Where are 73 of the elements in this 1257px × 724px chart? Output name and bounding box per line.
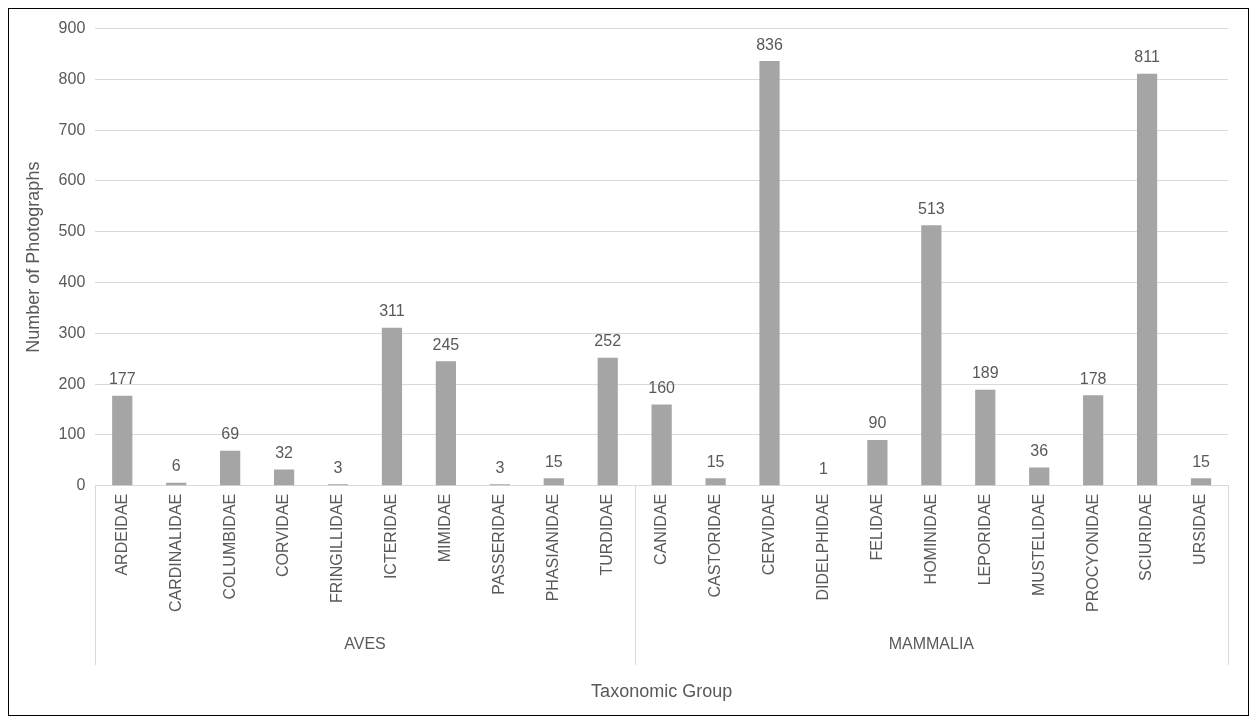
bar — [273, 469, 295, 486]
bar — [759, 61, 780, 486]
y-tick-label: 700 — [58, 120, 86, 138]
y-tick-label: 800 — [58, 69, 86, 87]
bar — [1136, 73, 1158, 486]
bar — [381, 327, 403, 486]
x-tick-label: CASTORIDAE — [705, 493, 723, 598]
y-tick-label: 0 — [76, 476, 86, 494]
bar — [651, 404, 672, 486]
data-label: 311 — [379, 302, 405, 320]
bar — [921, 225, 942, 486]
y-tick-label: 300 — [58, 323, 86, 341]
y-tick-label: 100 — [58, 425, 86, 443]
bar — [1083, 395, 1104, 486]
data-label: 177 — [108, 370, 136, 388]
data-label: 69 — [221, 425, 240, 443]
x-tick-label: HOMINIDAE — [921, 493, 939, 585]
bar — [543, 478, 564, 486]
x-tick-label: CORVIDAE — [274, 493, 292, 578]
y-tick-label: 900 — [58, 19, 86, 37]
data-label: 15 — [544, 452, 563, 470]
data-label: 36 — [1030, 441, 1049, 459]
text: MAMMALIA — [888, 635, 975, 653]
data-label: 189 — [971, 364, 999, 382]
bar — [112, 395, 133, 486]
bar — [220, 450, 241, 486]
x-tick-label: FRINGILLIDAE — [328, 493, 346, 604]
data-label: 1 — [819, 459, 829, 477]
x-tick-label: PASSERIDAE — [490, 493, 508, 595]
x-tick-label: CARDINALIDAE — [166, 493, 184, 612]
x-tick-label: ICTERIDAE — [382, 493, 400, 580]
data-label: 15 — [706, 452, 725, 470]
data-label: 513 — [917, 199, 945, 217]
x-tick-label: SCIURIDAE — [1137, 493, 1155, 581]
x-tick-label: TURDIDAE — [598, 493, 616, 576]
bar — [867, 440, 888, 486]
data-label: 3 — [333, 458, 343, 476]
x-tick-label: CERVIDAE — [759, 493, 777, 576]
y-tick-label: 500 — [58, 222, 86, 240]
bar — [1190, 478, 1212, 486]
bar — [597, 357, 618, 486]
x-tick-label: ARDEIDAE — [112, 493, 130, 576]
data-label: 836 — [756, 35, 783, 53]
x-tick-label: MIMIDAE — [436, 493, 454, 563]
data-label: 90 — [868, 414, 887, 432]
text: AVES — [344, 635, 386, 653]
data-label: 252 — [594, 332, 622, 350]
y-tick-label: 600 — [58, 171, 86, 189]
bar — [435, 361, 457, 486]
data-label: 32 — [275, 443, 294, 461]
data-label: 15 — [1192, 452, 1211, 470]
x-tick-label: PROCYONIDAE — [1083, 493, 1101, 612]
data-label: 3 — [495, 458, 505, 476]
x-tick-label: LEPORIDAE — [975, 493, 993, 586]
y-tick-label: 400 — [58, 272, 86, 290]
bar — [1029, 467, 1050, 486]
y-tick-label: 200 — [58, 374, 86, 392]
bar — [705, 478, 726, 486]
x-tick-label: MUSTELIDAE — [1029, 493, 1047, 596]
data-label: 178 — [1079, 369, 1107, 387]
x-tick-label: CANIDAE — [652, 493, 670, 565]
data-label: 6 — [171, 457, 181, 475]
x-axis-title: Taxonomic Group — [591, 680, 733, 701]
x-tick-label: FELIDAE — [867, 493, 885, 561]
data-label: 245 — [432, 335, 460, 353]
data-label: 160 — [648, 378, 676, 396]
data-label: 811 — [1134, 48, 1160, 66]
x-tick-label: URSIDAE — [1191, 493, 1209, 565]
x-tick-label: PHASIANIDAE — [544, 493, 562, 602]
bar — [975, 389, 996, 486]
y-axis-title: Number of Photographs — [22, 161, 43, 353]
x-tick-label: COLUMBIDAE — [220, 493, 238, 600]
x-tick-label: DIDELPHIDAE — [813, 493, 831, 601]
